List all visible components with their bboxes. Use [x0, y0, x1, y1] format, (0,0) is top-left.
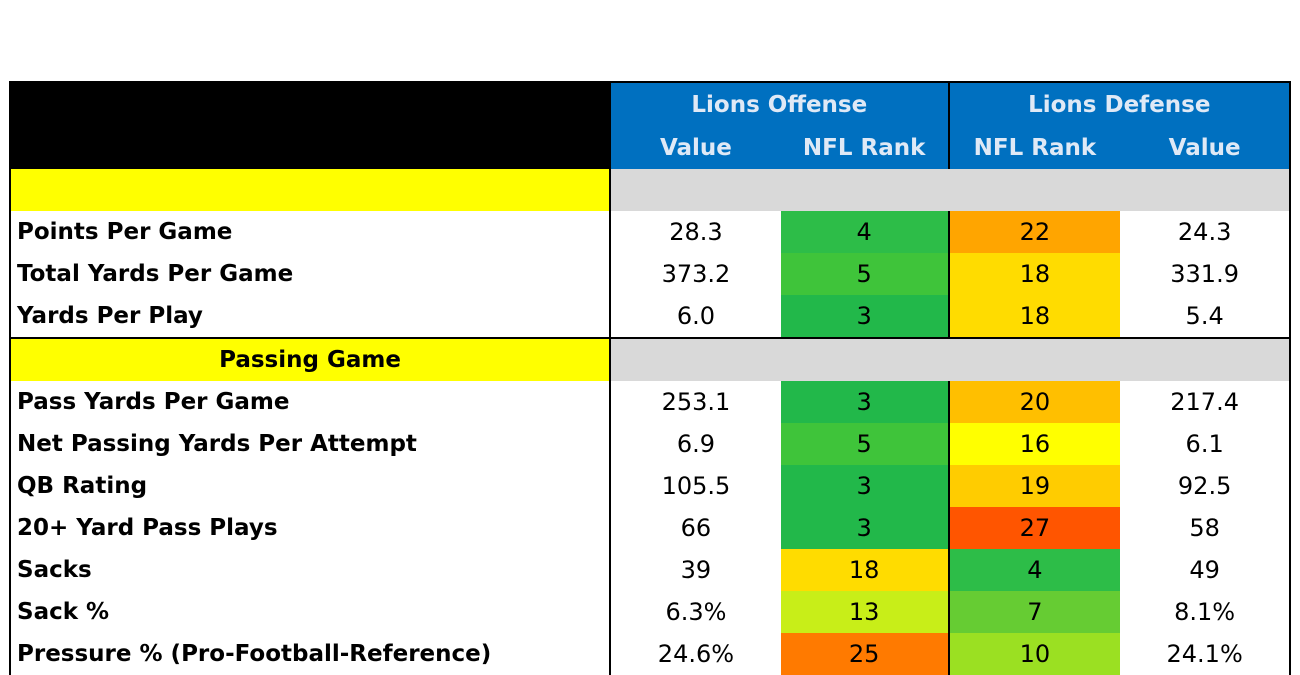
defense-value: 5.4 — [1185, 302, 1224, 330]
section-filler — [611, 169, 1289, 211]
section-header-row: Passing Game — [11, 337, 1289, 381]
defense-title: Lions Defense — [949, 83, 1289, 127]
defense-value: 58 — [1189, 514, 1220, 542]
stat-label: Points Per Game — [11, 211, 612, 253]
defense-rank: 7 — [949, 591, 1121, 633]
offense-rank: 13 — [780, 591, 950, 633]
defense-value: 217.4 — [1170, 388, 1239, 416]
stat-label: QB Rating — [11, 465, 612, 507]
table-row: 20+ Yard Pass Plays 66 3 27 58 — [11, 507, 1289, 549]
defense-rank: 19 — [949, 465, 1121, 507]
stat-label: Yards Per Play — [11, 295, 612, 337]
table-row: Net Passing Yards Per Attempt 6.9 5 16 6.1 — [11, 423, 1289, 465]
stat-label: Net Passing Yards Per Attempt — [11, 423, 612, 465]
offense-rank: 3 — [780, 465, 950, 507]
defense-rank: 22 — [949, 211, 1121, 253]
defense-value: 8.1% — [1174, 598, 1236, 626]
stat-label: Pressure % (Pro-Football-Reference) — [11, 633, 612, 675]
header-row-1: Lions Offense Lions Defense — [11, 83, 1289, 127]
table-row: Yards Per Play 6.0 3 18 5.4 — [11, 295, 1289, 337]
table-body: Points Per Game 28.3 4 22 24.3 Total Yards Pe… — [11, 169, 1289, 675]
defense-rank-header: NFL Rank — [949, 127, 1121, 169]
offense-value: 6.9 — [676, 430, 716, 458]
offense-rank: 25 — [780, 633, 950, 675]
offense-rank: 5 — [780, 253, 950, 295]
table-row: Sack % 6.3% 13 7 8.1% — [11, 591, 1289, 633]
offense-value: 373.2 — [661, 260, 731, 288]
defense-rank: 10 — [949, 633, 1121, 675]
offense-value: 105.5 — [661, 472, 731, 500]
defense-value: 24.3 — [1177, 218, 1232, 246]
section-title: Passing Game — [11, 339, 612, 381]
section-header-row — [11, 169, 1289, 211]
defense-value: 331.9 — [1170, 260, 1239, 288]
offense-rank: 18 — [780, 549, 950, 591]
table-row: QB Rating 105.5 3 19 92.5 — [11, 465, 1289, 507]
stats-table: Lions Offense Lions Defense Value NFL Ra… — [9, 81, 1291, 675]
offense-value: 6.0 — [676, 302, 716, 330]
table-row: Points Per Game 28.3 4 22 24.3 — [11, 211, 1289, 253]
stat-label: Sack % — [11, 591, 612, 633]
header-row-2: Value NFL Rank NFL Rank Value — [11, 127, 1289, 169]
offense-rank: 4 — [780, 211, 950, 253]
header-corner — [11, 83, 612, 127]
table-row: Pressure % (Pro-Football-Reference) 24.6%… — [11, 633, 1289, 675]
offense-rank-header: NFL Rank — [780, 127, 950, 169]
defense-rank: 4 — [949, 549, 1121, 591]
defense-rank: 27 — [949, 507, 1121, 549]
offense-rank: 3 — [780, 381, 950, 423]
defense-value-header: Value — [1120, 127, 1289, 169]
section-title — [11, 169, 612, 211]
table-row: Sacks 39 18 4 49 — [11, 549, 1289, 591]
table-row: Pass Yards Per Game 253.1 3 20 217.4 — [11, 381, 1289, 423]
offense-rank: 5 — [780, 423, 950, 465]
stat-label: 20+ Yard Pass Plays — [11, 507, 612, 549]
defense-value: 6.1 — [1185, 430, 1224, 458]
defense-rank: 16 — [949, 423, 1121, 465]
offense-value: 28.3 — [669, 218, 723, 246]
offense-value-header: Value — [611, 127, 781, 169]
table-row: Total Yards Per Game 373.2 5 18 331.9 — [11, 253, 1289, 295]
header-corner-lower — [11, 127, 612, 169]
defense-value: 92.5 — [1177, 472, 1232, 500]
defense-rank: 18 — [949, 295, 1121, 337]
stat-label: Pass Yards Per Game — [11, 381, 612, 423]
defense-rank: 18 — [949, 253, 1121, 295]
offense-rank: 3 — [780, 295, 950, 337]
offense-value: 24.6% — [657, 640, 735, 668]
offense-value: 39 — [680, 556, 712, 584]
defense-value: 49 — [1189, 556, 1220, 584]
defense-value: 24.1% — [1166, 640, 1243, 668]
offense-value: 6.3% — [665, 598, 727, 626]
section-filler — [611, 339, 1289, 381]
stat-label: Total Yards Per Game — [11, 253, 612, 295]
offense-rank: 3 — [780, 507, 950, 549]
offense-title: Lions Offense — [611, 83, 950, 127]
offense-value: 253.1 — [661, 388, 731, 416]
defense-rank: 20 — [949, 381, 1121, 423]
stat-label: Sacks — [11, 549, 612, 591]
offense-value: 66 — [680, 514, 712, 542]
